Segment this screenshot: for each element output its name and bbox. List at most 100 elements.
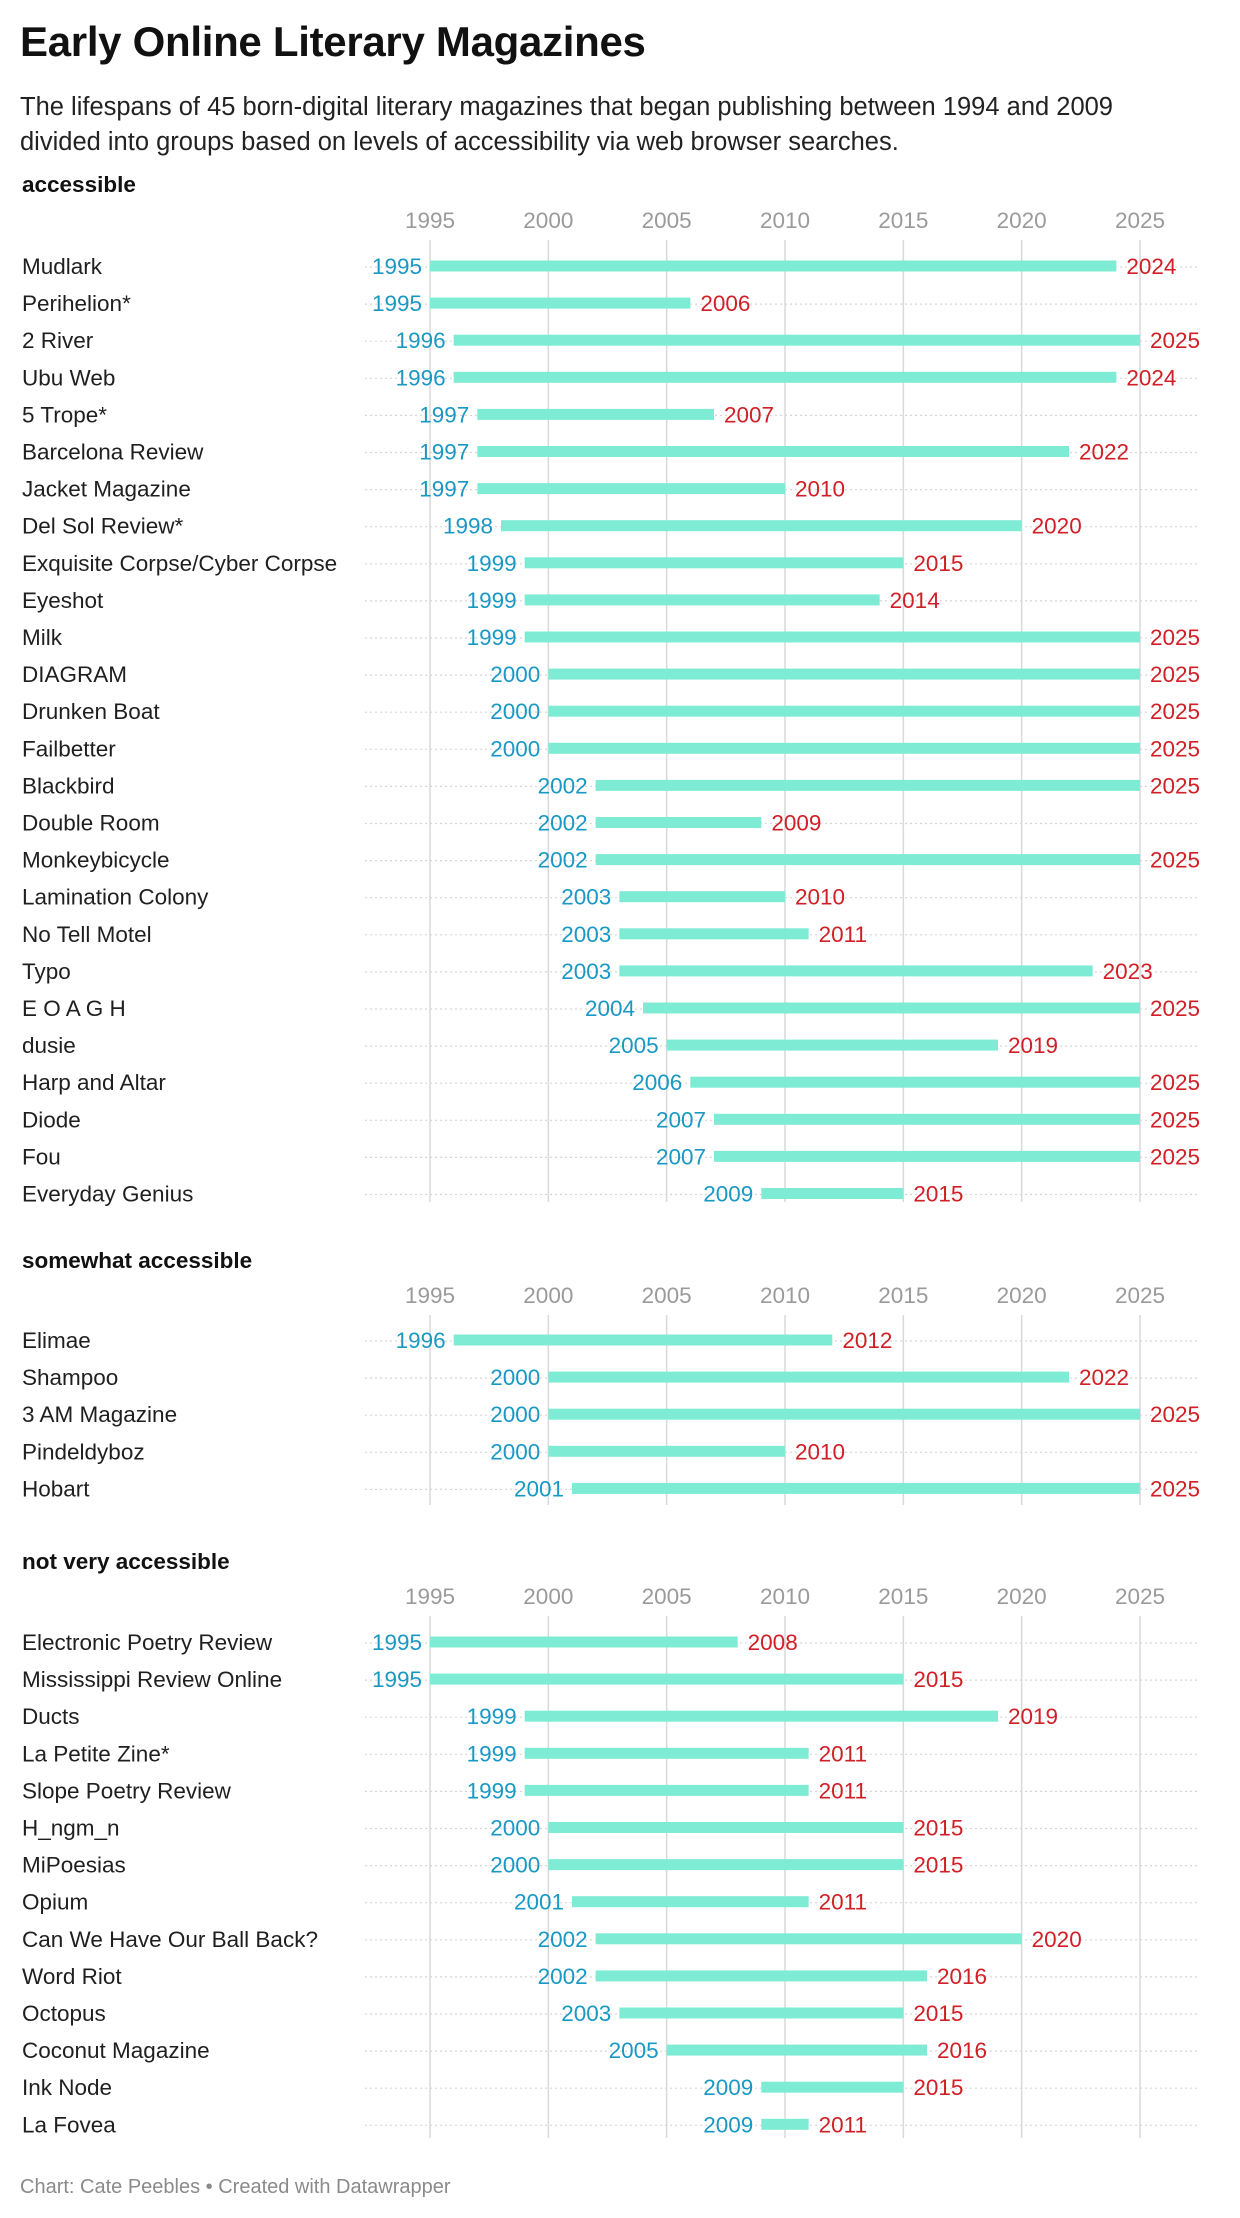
start-year-label: 2000 <box>490 736 540 761</box>
range-bar <box>501 520 1022 532</box>
end-year-label: 2024 <box>1126 254 1176 279</box>
start-year-label: 1998 <box>443 514 493 539</box>
row-label: Hobart <box>22 1476 90 1501</box>
chart-row: Elimae 1996 2012 <box>22 1328 1200 1353</box>
start-year-label: 1996 <box>396 1328 446 1353</box>
chart-row: Del Sol Review* 1998 2020 <box>22 514 1200 539</box>
end-year-label: 2011 <box>819 1741 867 1766</box>
end-year-label: 2015 <box>913 1853 963 1878</box>
end-year-label: 2010 <box>795 885 845 910</box>
end-year-label: 2025 <box>1150 1402 1200 1427</box>
x-tick-label: 2005 <box>642 1584 692 1609</box>
end-year-label: 2015 <box>913 1667 963 1692</box>
chart-row: 3 AM Magazine 2000 2025 <box>22 1402 1200 1427</box>
chart-row: No Tell Motel 2003 2011 <box>22 922 1200 947</box>
row-label: Del Sol Review* <box>22 514 184 539</box>
end-year-label: 2008 <box>748 1630 798 1655</box>
start-year-label: 2003 <box>561 959 611 984</box>
range-bar <box>430 297 691 309</box>
end-year-label: 2015 <box>913 2075 963 2100</box>
range-bar <box>453 1334 833 1346</box>
range-bar <box>643 1002 1140 1014</box>
row-label: H_ngm_n <box>22 1816 120 1841</box>
start-year-label: 2000 <box>490 699 540 724</box>
range-bar <box>761 2081 904 2093</box>
chart-row: Lamination Colony 2003 2010 <box>22 885 1200 910</box>
range-bar <box>548 1408 1140 1420</box>
chart-row: Slope Poetry Review 1999 2011 <box>22 1778 1200 1803</box>
start-year-label: 1995 <box>372 291 422 316</box>
range-bar <box>572 1482 1140 1494</box>
chart-row: Ducts 1999 2019 <box>22 1704 1200 1729</box>
row-label: Opium <box>22 1890 88 1915</box>
chart-group-2: not very accessible 1995 2000 2005 2010 2015 2… <box>22 1549 1200 2138</box>
x-tick-label: 2000 <box>523 1584 573 1609</box>
chart-row: La Fovea 2009 2011 <box>22 2112 1200 2137</box>
start-year-label: 2005 <box>609 1033 659 1058</box>
chart-row: Harp and Altar 2006 2025 <box>22 1070 1200 1095</box>
end-year-label: 2014 <box>890 588 940 613</box>
x-tick-label: 2005 <box>642 208 692 233</box>
range-bar <box>430 260 1117 272</box>
end-year-label: 2022 <box>1079 440 1129 465</box>
start-year-label: 2006 <box>632 1070 682 1095</box>
range-bar <box>761 1188 904 1199</box>
range-bar <box>548 705 1140 717</box>
end-year-label: 2025 <box>1150 699 1200 724</box>
start-year-label: 2005 <box>609 2038 659 2063</box>
range-bar <box>714 1113 1140 1125</box>
chart-row: dusie 2005 2019 <box>22 1033 1200 1058</box>
row-label: 5 Trope* <box>22 402 107 427</box>
start-year-label: 2009 <box>703 1182 753 1207</box>
x-tick-label: 2025 <box>1115 1584 1165 1609</box>
chart-row: Blackbird 2002 2025 <box>22 773 1200 798</box>
row-label: Elimae <box>22 1328 91 1353</box>
x-tick-label: 2010 <box>760 1283 810 1308</box>
start-year-label: 2002 <box>538 811 588 836</box>
x-tick-label: 2000 <box>523 208 573 233</box>
row-label: Mudlark <box>22 254 103 279</box>
start-year-label: 2001 <box>514 1476 564 1501</box>
chart-row: Word Riot 2002 2016 <box>22 1964 1200 1989</box>
row-label: No Tell Motel <box>22 922 152 947</box>
range-bar <box>619 891 785 903</box>
row-label: E O A G H <box>22 996 126 1021</box>
end-year-label: 2025 <box>1150 736 1200 761</box>
end-year-label: 2025 <box>1150 328 1200 353</box>
end-year-label: 2012 <box>842 1328 892 1353</box>
chart-row: E O A G H 2004 2025 <box>22 996 1200 1021</box>
start-year-label: 1999 <box>467 588 517 613</box>
start-year-label: 2007 <box>656 1144 706 1169</box>
row-label: Slope Poetry Review <box>22 1778 232 1803</box>
row-label: Pindeldyboz <box>22 1439 145 1464</box>
row-label: Exquisite Corpse/Cyber Corpse <box>22 551 337 576</box>
chart-row: Can We Have Our Ball Back? 2002 2020 <box>22 1927 1200 1952</box>
chart-row: Diode 2007 2025 <box>22 1107 1200 1132</box>
chart-row: Eyeshot 1999 2014 <box>22 588 1200 613</box>
range-bar <box>619 2007 904 2019</box>
start-year-label: 2002 <box>538 773 588 798</box>
start-year-label: 2002 <box>538 1964 588 1989</box>
row-label: dusie <box>22 1033 76 1058</box>
range-bar <box>666 2044 927 2056</box>
row-label: La Petite Zine* <box>22 1741 170 1766</box>
end-year-label: 2009 <box>771 811 821 836</box>
end-year-label: 2025 <box>1150 1144 1200 1169</box>
x-tick-label: 2020 <box>997 1283 1047 1308</box>
chart-row: Opium 2001 2011 <box>22 1890 1200 1915</box>
row-label: Typo <box>22 959 71 984</box>
range-bar <box>619 928 809 940</box>
end-year-label: 2022 <box>1079 1365 1129 1390</box>
range-bar <box>690 1076 1140 1088</box>
start-year-label: 2002 <box>538 848 588 873</box>
range-bar <box>595 1970 927 1982</box>
start-year-label: 2007 <box>656 1107 706 1132</box>
end-year-label: 2011 <box>819 922 867 947</box>
row-label: Ink Node <box>22 2075 112 2100</box>
end-year-label: 2007 <box>724 402 774 427</box>
start-year-label: 1999 <box>467 551 517 576</box>
end-year-label: 2020 <box>1032 514 1082 539</box>
end-year-label: 2015 <box>913 1182 963 1207</box>
x-tick-label: 1995 <box>405 1283 455 1308</box>
